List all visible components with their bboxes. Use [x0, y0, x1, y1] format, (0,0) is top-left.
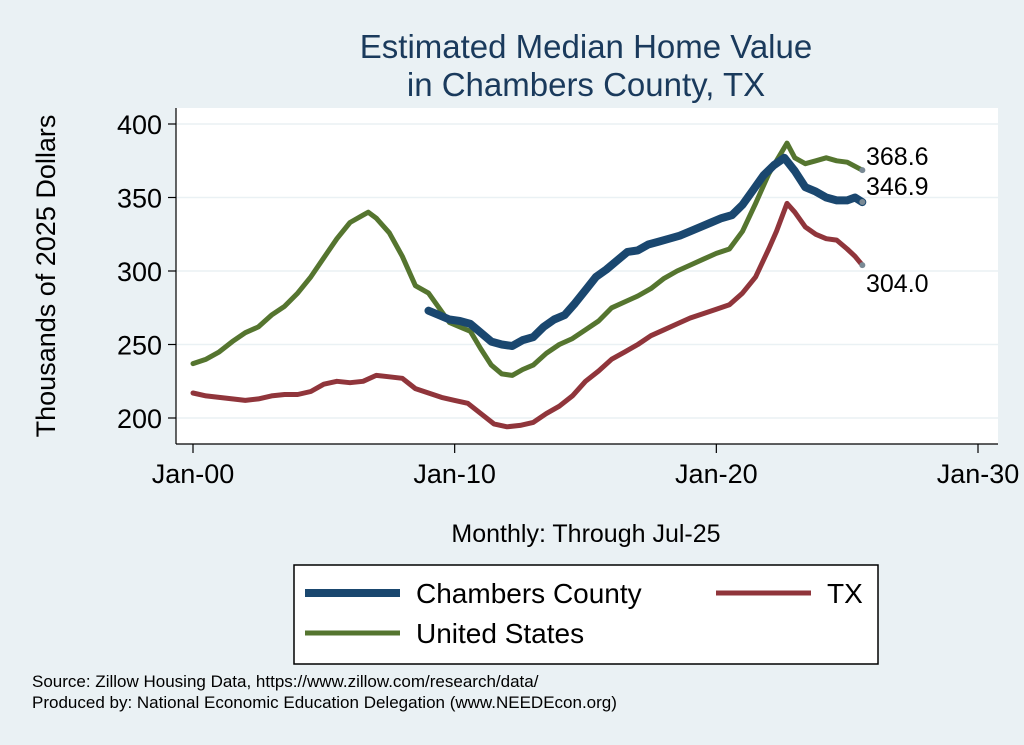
y-tick-label: 400: [117, 110, 162, 140]
series-line-united-states: [190, 140, 865, 378]
legend-label-chambers-county: Chambers County: [416, 578, 642, 609]
line-chart: Estimated Median Home Value in Chambers …: [31, 28, 1019, 665]
series-line-chambers-county: [424, 153, 867, 350]
end-label-united-states: 368.6: [866, 143, 929, 171]
axes: 200 250 300 350 400 Jan-00 Jan-10 Jan-20 Jan-30: [117, 108, 1019, 489]
y-tick-label: 250: [117, 331, 162, 361]
end-labels: 346.9 304.0 368.6: [866, 143, 929, 298]
legend-label-tx: TX: [827, 578, 863, 609]
x-tick-label: Jan-20: [675, 459, 758, 489]
legend-label-united-states: United States: [416, 618, 584, 649]
chart-title-line-1: Estimated Median Home Value: [360, 28, 812, 65]
y-tick-label: 300: [117, 257, 162, 287]
producer-note: Produced by: National Economic Education…: [32, 693, 617, 712]
series-end-marker-tx: [859, 262, 866, 269]
y-axis-label: Thousands of 2025 Dollars: [31, 115, 61, 438]
series-end-marker-chambers-county: [859, 199, 866, 206]
x-tick-label: Jan-10: [413, 459, 496, 489]
source-note: Source: Zillow Housing Data, https://www…: [32, 672, 539, 691]
y-tick-label: 200: [117, 404, 162, 434]
chart-title-line-2: in Chambers County, TX: [407, 66, 765, 103]
x-tick-label: Jan-00: [152, 459, 235, 489]
legend-box: [293, 564, 879, 665]
series-end-marker-united-states: [859, 167, 866, 174]
y-tick-label: 350: [117, 184, 162, 214]
x-axis-label: Monthly: Through Jul-25: [451, 520, 720, 548]
end-label-chambers-county: 346.9: [866, 173, 929, 201]
x-tick-label: Jan-30: [937, 459, 1020, 489]
legend: Chambers County TX United States: [293, 564, 879, 665]
series-line-tx: [190, 200, 865, 430]
series-layer: [190, 140, 867, 430]
end-label-tx: 304.0: [866, 270, 929, 298]
